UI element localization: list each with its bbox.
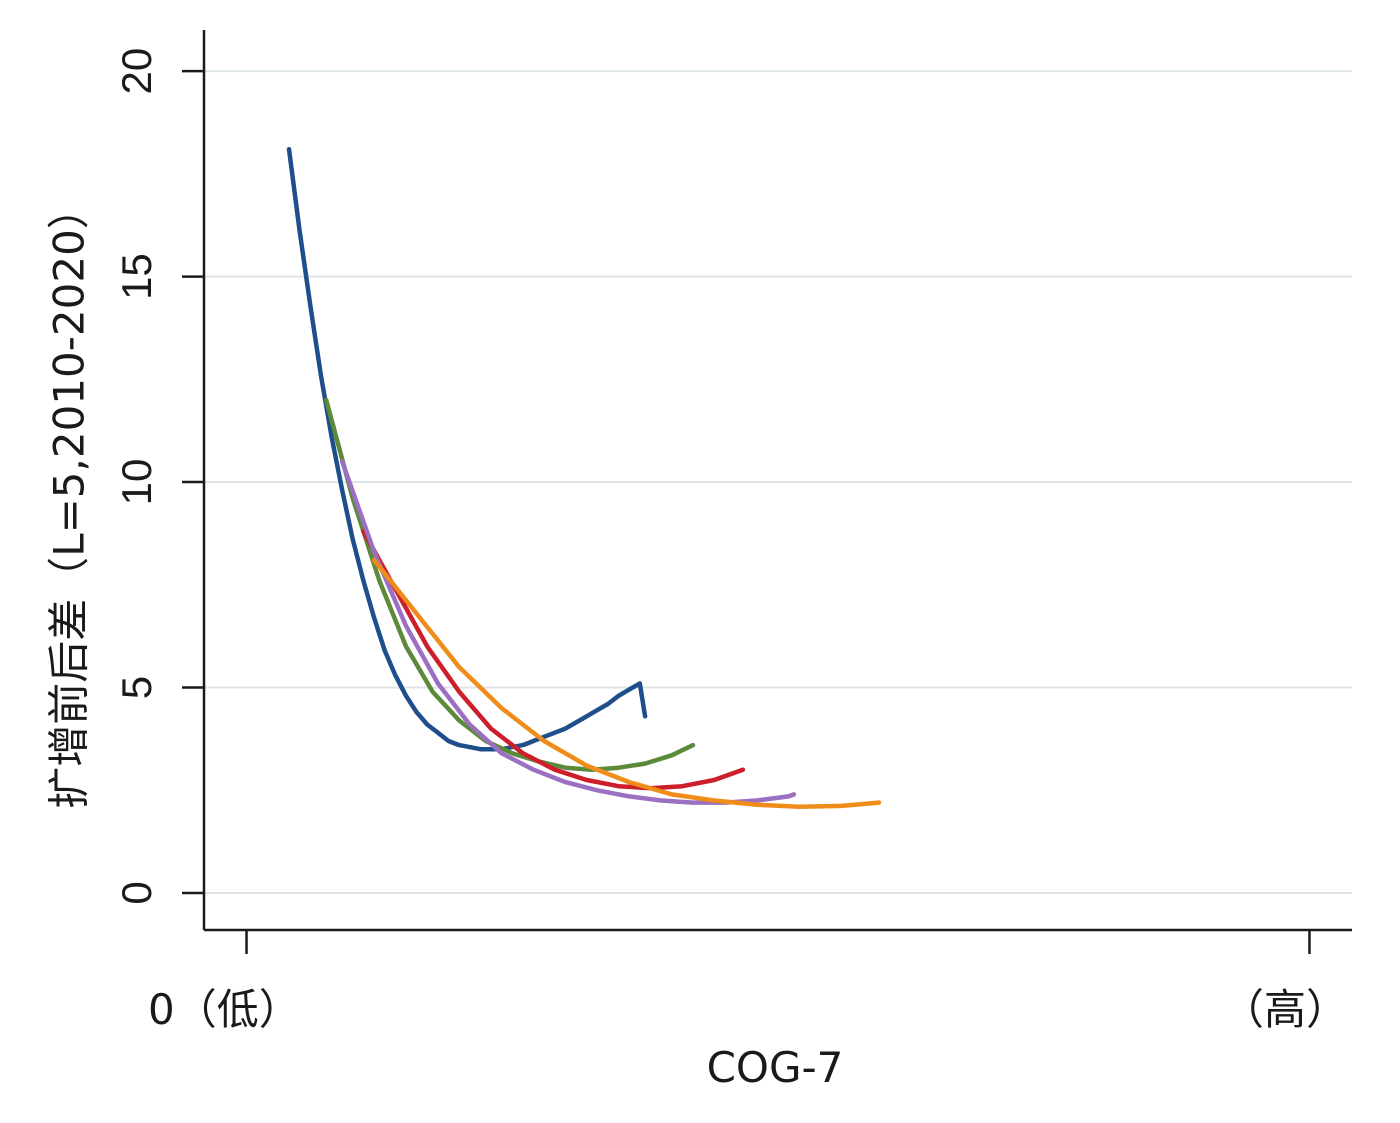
- y-ticks: 0 5 10 15 20: [113, 48, 204, 905]
- series-line-1: [286, 146, 648, 752]
- y-axis-title: 扩增前后差（L=5,2010-2020）: [45, 187, 94, 809]
- x-axis-title: COG-7: [707, 1043, 844, 1092]
- y-tick-label: 10: [113, 459, 160, 506]
- y-tick-label: 15: [113, 253, 160, 300]
- y-tick-label: 5: [113, 676, 160, 699]
- y-tick-label: 20: [113, 48, 160, 95]
- x-ticks: 0（低） （高）: [148, 930, 1348, 1034]
- series-line-2: [323, 397, 696, 772]
- x-tick-label: 0（低）: [148, 985, 301, 1034]
- series-line-4: [339, 459, 797, 805]
- series-line-5: [371, 557, 882, 809]
- series-lines: [286, 146, 882, 809]
- gridlines: [204, 70, 1352, 895]
- y-tick-label: 0: [113, 881, 160, 904]
- series-line-3: [361, 529, 746, 791]
- x-tick-label: （高）: [1222, 985, 1348, 1034]
